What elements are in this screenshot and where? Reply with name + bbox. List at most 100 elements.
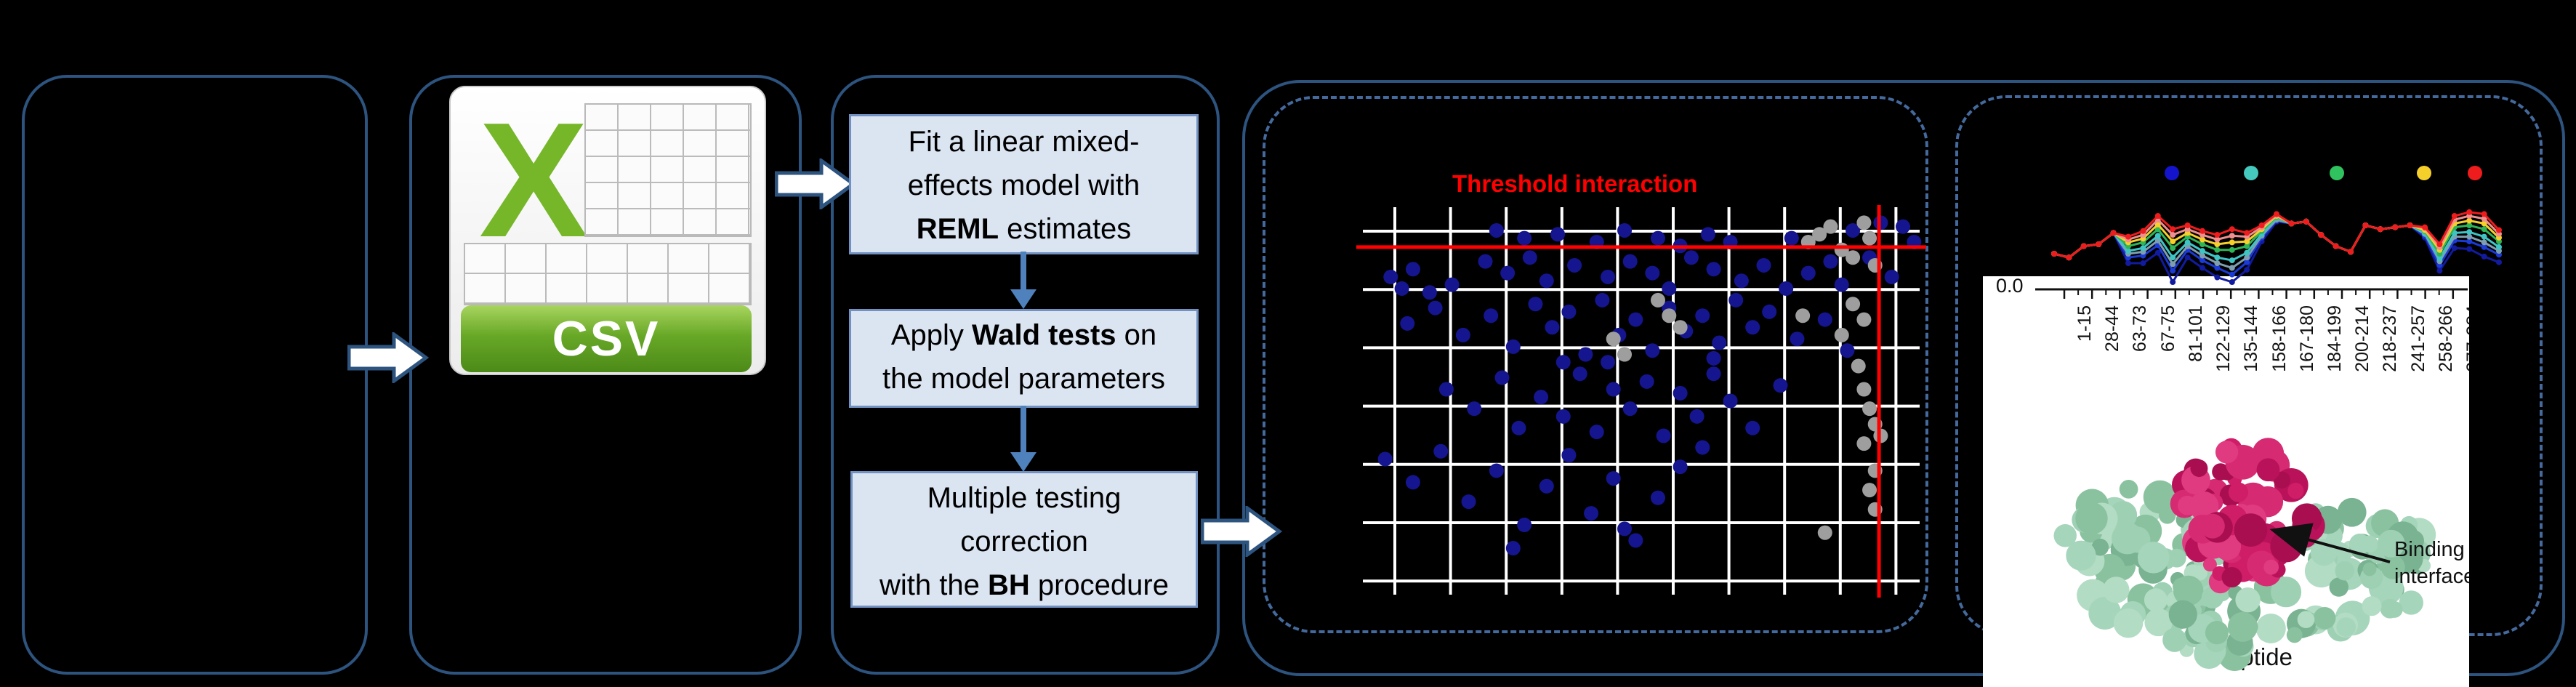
protein-lobe-bottom xyxy=(2144,570,2336,671)
series-marker xyxy=(2154,213,2161,219)
series-marker xyxy=(2244,230,2250,236)
series-marker xyxy=(2466,229,2473,236)
stage-box-results xyxy=(1242,80,2565,676)
series-marker xyxy=(2170,268,2176,274)
scatter-point xyxy=(1428,300,1443,316)
series-marker xyxy=(2214,232,2221,238)
scatter-point xyxy=(1455,327,1470,342)
scatter-point xyxy=(1461,494,1476,510)
legend-dot xyxy=(2330,166,2344,180)
scatter-point xyxy=(1539,273,1554,289)
scatter-point xyxy=(1795,308,1811,324)
scatter-point xyxy=(1438,382,1454,397)
series-marker xyxy=(2466,217,2473,224)
block-arrow-3 xyxy=(1201,506,1282,557)
scatter-point xyxy=(1601,269,1616,284)
series-marker xyxy=(2140,260,2146,266)
series-marker xyxy=(2377,226,2383,233)
scatter-point xyxy=(1823,254,1838,269)
series-marker xyxy=(2436,255,2443,262)
scatter-point xyxy=(1784,230,1799,246)
scatter-point xyxy=(1645,265,1660,281)
scatter-point xyxy=(1489,463,1504,478)
scatter-point xyxy=(1422,285,1437,300)
scatter-point xyxy=(1511,420,1526,435)
scatter-point xyxy=(1377,451,1393,467)
series-marker xyxy=(2154,249,2161,256)
series-marker xyxy=(2244,238,2250,245)
series-marker xyxy=(2170,226,2176,233)
block-arrow-2 xyxy=(775,158,856,209)
series-marker xyxy=(2422,224,2428,230)
series-marker xyxy=(2229,279,2235,285)
series-marker xyxy=(2170,245,2176,252)
series-marker xyxy=(2199,265,2205,271)
scatter-point xyxy=(1673,320,1688,335)
scatter-point xyxy=(1800,265,1816,281)
series-marker xyxy=(2466,238,2473,245)
scatter-point xyxy=(1405,475,1420,490)
dashed-box-scatter xyxy=(1263,96,1928,633)
scatter-point xyxy=(1683,250,1699,265)
series-marker xyxy=(2066,254,2072,261)
scatter-point xyxy=(1550,227,1566,242)
series-marker xyxy=(2466,246,2473,252)
y-axis-tick-label: 0.0 xyxy=(1996,276,2024,297)
scatter-point xyxy=(1779,281,1794,296)
scatter-point xyxy=(1884,269,1899,284)
scatter-point xyxy=(1561,448,1577,463)
excel-x-glyph: X xyxy=(478,88,589,271)
series-marker xyxy=(2496,244,2502,250)
spreadsheet-grid-bottom xyxy=(464,243,752,305)
process-step-1: Fit a linear mixed- effects model with R… xyxy=(849,114,1199,254)
scatter-point xyxy=(1773,378,1788,393)
series-marker xyxy=(2436,241,2443,247)
peptide-axis xyxy=(2035,288,2468,299)
scatter-point xyxy=(1534,390,1549,405)
legend-dot xyxy=(2417,166,2431,180)
scatter-point xyxy=(1728,292,1744,308)
scatter-point xyxy=(1400,316,1415,331)
series-marker xyxy=(2229,239,2235,246)
flow-arrow-1 xyxy=(1010,252,1037,309)
scatter-point xyxy=(1650,292,1665,308)
scatter-point xyxy=(1662,281,1677,296)
scatter-point xyxy=(1528,297,1543,312)
series-marker xyxy=(2481,253,2487,260)
series-marker xyxy=(2481,239,2487,246)
series-marker xyxy=(2244,254,2250,261)
series-marker xyxy=(2140,228,2146,234)
series-marker xyxy=(2199,248,2205,254)
scatter-point xyxy=(1862,230,1877,246)
series-marker xyxy=(2214,254,2221,261)
scatter-point xyxy=(1545,320,1560,335)
series-marker xyxy=(2170,238,2176,245)
scatter-point xyxy=(1606,332,1621,347)
scatter-point xyxy=(1862,483,1877,498)
scatter-point xyxy=(1478,254,1493,269)
series-marker xyxy=(2229,271,2235,278)
scatter-point xyxy=(1706,366,1721,382)
scatter-point xyxy=(1846,250,1861,265)
scatter-point xyxy=(1500,265,1516,281)
scatter-point xyxy=(1823,219,1838,234)
scatter-point xyxy=(1762,304,1777,319)
scatter-point xyxy=(1405,262,1420,277)
series-marker xyxy=(2436,268,2443,274)
scatter-point xyxy=(1595,292,1610,308)
scatter-point xyxy=(1817,525,1832,540)
series-marker xyxy=(2125,233,2131,240)
scatter-point xyxy=(1734,273,1749,289)
scatter-point xyxy=(1812,227,1827,242)
block-arrow-1 xyxy=(347,332,429,383)
scatter-point xyxy=(1856,436,1872,451)
binding-annotation-arrow xyxy=(2269,523,2391,563)
scatter-plot xyxy=(1356,205,1926,598)
series-marker xyxy=(2496,227,2502,233)
series-marker xyxy=(2199,252,2205,259)
series-marker xyxy=(2184,239,2191,246)
scatter-point xyxy=(1567,257,1582,273)
legend-dot xyxy=(2244,166,2258,180)
series-marker xyxy=(2481,244,2487,250)
